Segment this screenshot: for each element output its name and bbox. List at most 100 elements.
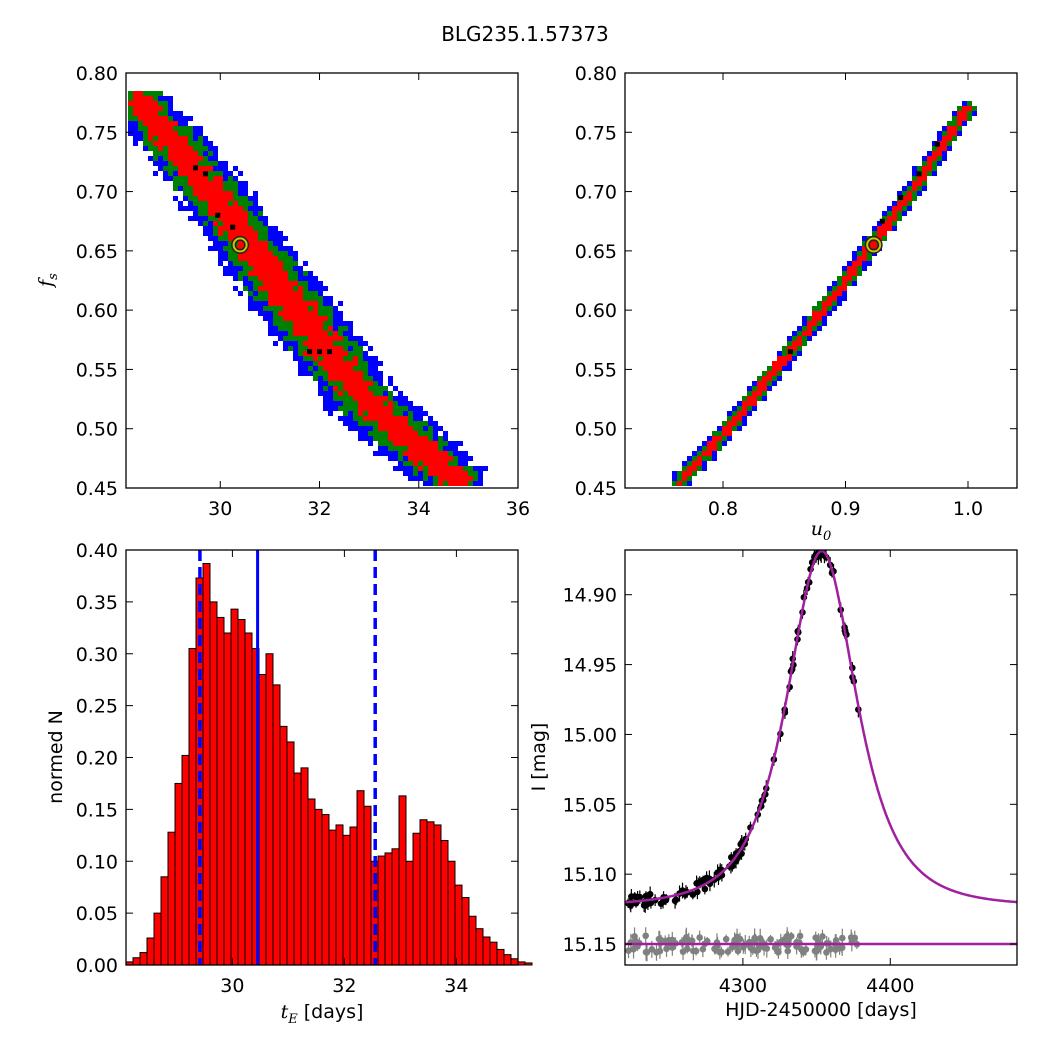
heatmap-cell (303, 291, 308, 296)
heatmap-cell (173, 176, 178, 181)
heatmap-cell (812, 321, 817, 326)
heatmap-cell (907, 181, 912, 186)
heatmap-cell (413, 451, 418, 456)
heatmap-cell (168, 151, 173, 156)
heatmap-cell (358, 421, 363, 426)
observation-point (689, 891, 697, 898)
panel-u0-fs: 0.8 0.9 1.00.450.500.550.600.650.700.750.8… (575, 63, 1018, 544)
heatmap-cell (702, 466, 707, 471)
heatmap-cell (248, 306, 253, 311)
heatmap-cell (158, 151, 163, 156)
heatmap-cell (278, 301, 283, 306)
heatmap-cell (952, 121, 957, 126)
heatmap-cell (398, 401, 403, 406)
residual-point (642, 932, 649, 940)
heatmap-cell (208, 196, 213, 201)
heatmap-cell (882, 236, 887, 241)
heatmap-cell (862, 256, 867, 261)
heatmap-cell (163, 106, 168, 111)
heatmap-cell (183, 131, 188, 136)
heatmap-cell (672, 481, 677, 486)
heatmap-cell (418, 421, 423, 426)
heatmap-cell (313, 316, 318, 321)
heatmap-cell (328, 386, 333, 391)
heatmap-cell (168, 141, 173, 146)
heatmap-cell (148, 101, 153, 106)
heatmap-cell (388, 456, 393, 461)
heatmap-cell (952, 126, 957, 131)
heatmap-cell (268, 306, 273, 311)
heatmap-cell (303, 371, 308, 376)
heatmap-cell (193, 131, 198, 136)
heatmap-cell (383, 451, 388, 456)
heatmap-cell (817, 301, 822, 306)
y-tick-label: 15.00 (563, 724, 617, 746)
heatmap-cell (208, 221, 213, 226)
heatmap-cell (293, 256, 298, 261)
heatmap-cell (917, 176, 922, 181)
heatmap-cell (378, 421, 383, 426)
heatmap-cell (707, 446, 712, 451)
heatmap-cell (143, 121, 148, 126)
heatmap-cell (762, 381, 767, 386)
heatmap-cell (183, 166, 188, 171)
heatmap-cell (238, 276, 243, 281)
heatmap-cell (792, 356, 797, 361)
heatmap-cell (338, 316, 343, 321)
heatmap-cell (153, 131, 158, 136)
heatmap-cell (248, 241, 253, 246)
best-fit-marker-ring (232, 237, 248, 253)
heatmap-cell (692, 461, 697, 466)
heatmap-cell (293, 251, 298, 256)
heatmap-cell (233, 196, 238, 201)
heatmap-cell (338, 321, 343, 326)
heatmap-cell (148, 156, 153, 161)
heatmap-cell (183, 151, 188, 156)
heatmap-cell (193, 151, 198, 156)
heatmap-cell (218, 251, 223, 256)
heatmap-cell (827, 291, 832, 296)
heatmap-cell (473, 466, 478, 471)
heatmap-cell (328, 361, 333, 366)
heatmap-cell (183, 116, 188, 121)
heatmap-cell (473, 476, 478, 481)
heatmap-cell (677, 481, 682, 486)
heatmap-cell (817, 326, 822, 331)
heatmap-cell (233, 231, 238, 236)
heatmap-cell (448, 461, 453, 466)
heatmap-cell (263, 296, 268, 301)
y-axis-label: I [mag] (528, 723, 550, 792)
heatmap-cell (448, 476, 453, 481)
heatmap-cell (278, 311, 283, 316)
heatmap-cell (328, 311, 333, 316)
histogram-bar (349, 826, 358, 966)
heatmap-cell (403, 446, 408, 451)
heatmap-cell (153, 151, 158, 156)
heatmap-cell (273, 256, 278, 261)
heatmap-cell (423, 481, 428, 486)
heatmap-cell (338, 311, 343, 316)
y-tick-label: 0.50 (575, 419, 617, 441)
heatmap-cell (258, 241, 263, 246)
heatmap-cell (268, 326, 273, 331)
heatmap-cell (852, 271, 857, 276)
heatmap-cell (807, 336, 812, 341)
heatmap-cell (318, 376, 323, 381)
heatmap-cell (188, 176, 193, 181)
heatmap-cell (373, 426, 378, 431)
heatmap-cell (842, 281, 847, 286)
heatmap-cell (942, 146, 947, 151)
observation-point (671, 897, 679, 905)
residual-point (784, 947, 792, 955)
heatmap-cell (877, 231, 882, 236)
heatmap-cell (278, 256, 283, 261)
heatmap-cell (353, 416, 358, 421)
heatmap-cell (802, 326, 807, 331)
heatmap-cell (328, 306, 333, 311)
heatmap-cell (218, 166, 223, 171)
heatmap-cell (313, 366, 318, 371)
heatmap-cell (373, 451, 378, 456)
histogram-bar (216, 616, 225, 966)
heatmap-cell (453, 441, 458, 446)
heatmap-cell (198, 146, 203, 151)
